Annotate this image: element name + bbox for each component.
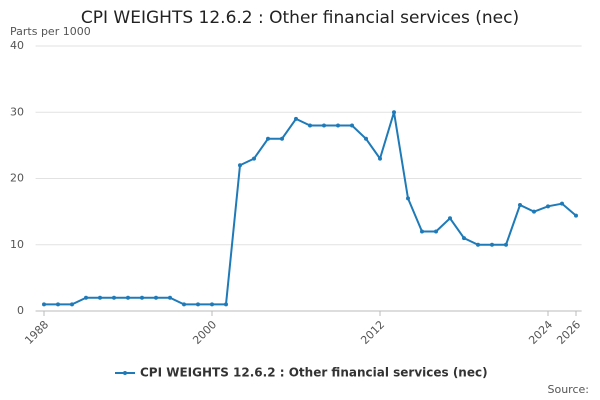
point [140,295,144,300]
point [364,136,368,141]
point [210,302,214,307]
point [532,209,536,214]
point [70,302,74,307]
point [42,302,46,307]
point [574,213,578,218]
point [224,302,228,307]
point [392,110,396,115]
point [154,295,158,300]
point [546,204,550,209]
point [280,136,284,141]
point [294,116,298,121]
point [182,302,186,307]
y-axis-label: Parts per 1000 [10,25,91,38]
point [420,229,424,234]
point [126,295,130,300]
point [322,123,326,128]
point [518,203,522,207]
point [336,123,340,128]
point [490,242,494,247]
source: Source: [548,383,590,396]
point [406,196,410,201]
y-tick-label: 0 [17,304,24,317]
point [252,156,256,161]
point [308,123,312,128]
y-tick-label: 20 [10,172,24,185]
point [462,236,466,241]
point [434,229,438,234]
x-tick-label: 2012 [358,318,387,347]
legend-label: CPI WEIGHTS 12.6.2 : Other financial ser… [140,366,488,380]
legend-marker [123,371,127,375]
point [350,123,354,128]
x-tick-label: 1988 [22,318,51,347]
point [266,136,270,141]
x-tick-label: 2026 [554,318,583,347]
y-tick-label: 10 [10,238,24,251]
point [378,156,382,161]
x-tick-label: 2000 [190,318,219,347]
point [560,201,564,206]
point [84,295,88,300]
point [56,302,60,307]
point [238,163,242,168]
chart-title: CPI WEIGHTS 12.6.2 : Other financial ser… [81,8,519,28]
y-tick-label: 40 [10,39,24,52]
point [112,295,116,300]
y-tick-label: 30 [10,105,24,118]
point [98,295,102,300]
point [448,216,452,221]
line [44,111,577,306]
point [476,242,480,247]
point [168,295,172,300]
point [196,302,200,307]
point [504,242,508,247]
x-tick-label: 2024 [526,318,555,347]
